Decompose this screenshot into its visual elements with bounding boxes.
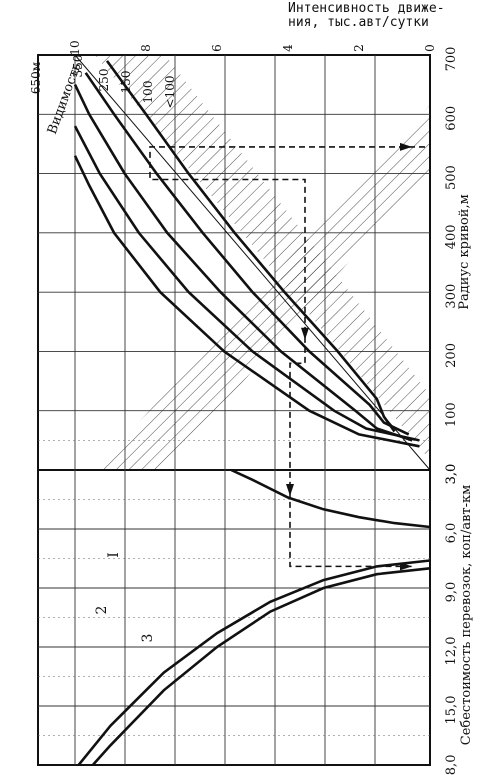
arrow-head [400,142,412,151]
intensity-axis-title: Интенсивность движе- ния, тыс.авт/сутки [288,2,478,30]
cost-tick-label: 12,0 [444,637,459,666]
chart-frame [37,54,431,766]
intensity-title-line1: Интенсивность движе- [288,1,445,16]
visibility-curve [73,155,420,448]
visibility-line-label: 250 [97,69,111,92]
intensity-tick-label: 6 [210,44,224,52]
cost-tick-label: 15,0 [444,696,459,725]
cost-tick-label: 6,0 [444,523,459,544]
visibility-line-label: 150 [119,71,133,94]
intensity-tick-label: 0 [423,44,437,52]
visibility-line-label: <100 [163,76,177,109]
cost-curve [230,468,431,529]
cost-curve [91,567,431,766]
intensity-tick-label: 4 [281,44,295,52]
radius-axis-label: Радиус кривой,м [457,194,472,309]
cost-curve-label: I [106,552,122,558]
hatched-band-2 [95,55,430,460]
radius-tick-label: 3,0 [444,464,459,485]
visibility-line-label: 100 [141,81,155,104]
cost-curve-label: 3 [140,634,156,643]
cost-curve-label: 2 [94,606,110,615]
visibility-curve [84,72,410,436]
cost-axis-label: Себестоимость перевозок, коп/авт-км [459,485,474,745]
radius-tick-label: 700 [444,47,459,72]
cost-tick-label: 3,0 [444,464,459,485]
intensity-tick-label: 8 [139,44,153,52]
intensity-tick-label: 2 [352,44,366,52]
visibility-line-label: 350 [71,55,85,78]
intensity-title-line2: ния, тыс.авт/сутки [288,15,429,30]
hatched-band-1 [95,105,430,470]
radius-tick-label: 500 [444,165,459,190]
radius-tick-label: 100 [444,402,459,427]
cost-curve [77,559,431,766]
radius-tick-label: 300 [444,284,459,309]
arrow-head [286,484,294,496]
visibility-line-label: 650м [29,62,43,94]
radius-tick-label: 600 [444,106,459,131]
visibility-curve [105,60,396,433]
arrow-head [301,327,309,340]
intensity-tick-label: 10 [68,40,82,55]
example-path [149,146,425,568]
radius-tick-label: 200 [444,343,459,368]
cost-tick-label: 9,0 [444,582,459,603]
visibility-curve [73,84,413,442]
cost-tick-label: 18,0 [444,755,459,775]
radius-tick-label: 400 [444,224,459,249]
visibility-curve [73,125,420,442]
visibility-curve [74,54,431,471]
arrow-head [400,562,412,571]
